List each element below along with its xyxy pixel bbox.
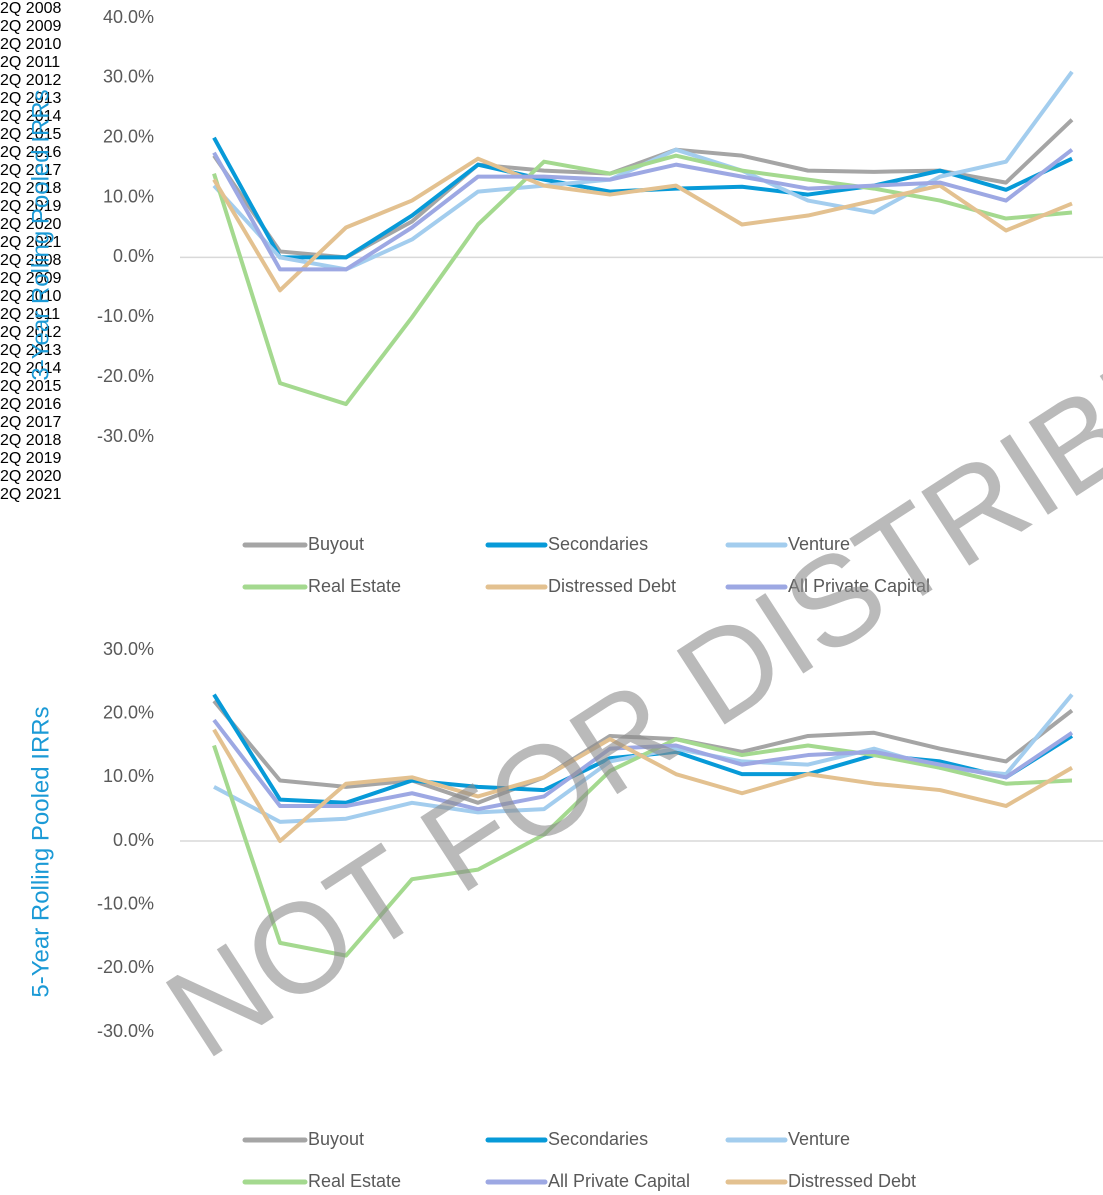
series-line — [212, 156, 1073, 293]
x-tick-label: 2Q 2009 — [0, 18, 62, 35]
x-tick-label: 2Q 2017 — [0, 414, 62, 431]
y-tick-label: 10.0% — [103, 766, 154, 786]
x-tick-label: 2Q 2011 — [0, 306, 61, 323]
y-tick-label: 40.0% — [103, 7, 154, 27]
legend-label: Real Estate — [308, 1171, 401, 1191]
x-tick-label: 2Q 2017 — [0, 162, 62, 179]
legend-label: Distressed Debt — [548, 576, 676, 596]
legend-label: Venture — [788, 534, 850, 554]
x-tick-label: 2Q 2010 — [0, 36, 62, 53]
legend-label: Buyout — [308, 1129, 364, 1149]
x-tick-label: 2Q 2013 — [0, 342, 62, 359]
x-tick-label: 2Q 2018 — [0, 180, 62, 197]
x-tick-label: 2Q 2013 — [0, 90, 62, 107]
x-tick-label: 2Q 2008 — [0, 252, 62, 269]
x-tick-label: 2Q 2020 — [0, 468, 62, 485]
x-tick-label: 2Q 2011 — [0, 54, 61, 71]
x-tick-label: 2Q 2014 — [0, 108, 62, 125]
legend-label: Venture — [788, 1129, 850, 1149]
y-tick-label: 30.0% — [103, 67, 154, 87]
y-tick-label: -10.0% — [97, 893, 154, 913]
legend-label: Distressed Debt — [788, 1171, 916, 1191]
legend-label: All Private Capital — [548, 1171, 690, 1191]
x-tick-label: 2Q 2015 — [0, 126, 62, 143]
x-tick-label: 2Q 2012 — [0, 324, 62, 341]
x-tick-label: 2Q 2019 — [0, 198, 62, 215]
x-tick-label: 2Q 2021 — [0, 486, 62, 503]
y-tick-label: 30.0% — [103, 639, 154, 659]
series-line — [212, 728, 1074, 843]
x-tick-label: 2Q 2008 — [0, 0, 62, 17]
legend-label: Buyout — [308, 534, 364, 554]
y-tick-label: -20.0% — [97, 366, 154, 386]
y-axis-title: 5-Year Rolling Pooled IRRs — [27, 706, 54, 997]
x-tick-label: 2Q 2019 — [0, 450, 62, 467]
x-tick-label: 2Q 2016 — [0, 144, 62, 161]
y-tick-label: -20.0% — [97, 957, 154, 977]
x-tick-label: 2Q 2021 — [0, 234, 62, 251]
series-line — [212, 148, 1074, 272]
y-tick-label: 20.0% — [103, 126, 154, 146]
y-tick-label: -30.0% — [97, 1021, 154, 1041]
x-tick-label: 2Q 2010 — [0, 288, 62, 305]
series-line — [212, 153, 1073, 407]
x-tick-label: 2Q 2014 — [0, 360, 62, 377]
y-tick-label: -30.0% — [97, 426, 154, 446]
series-line — [212, 718, 1074, 812]
series-line — [212, 136, 1073, 260]
y-tick-label: 0.0% — [113, 246, 154, 266]
x-tick-label: 2Q 2009 — [0, 270, 62, 287]
x-tick-label: 2Q 2018 — [0, 432, 62, 449]
series-line — [212, 737, 1073, 958]
x-tick-label: 2Q 2016 — [0, 396, 62, 413]
x-tick-label: 2Q 2015 — [0, 378, 62, 395]
series-line — [212, 699, 1074, 805]
y-axis-title: 3-Year Rolling Pooled IRRs — [27, 89, 54, 380]
x-tick-label: 2Q 2020 — [0, 216, 62, 233]
y-tick-label: 10.0% — [103, 186, 154, 206]
legend-label: All Private Capital — [788, 576, 930, 596]
legend-label: Real Estate — [308, 576, 401, 596]
legend-label: Secondaries — [548, 534, 648, 554]
x-tick-label: 2Q 2012 — [0, 72, 62, 89]
y-tick-label: 0.0% — [113, 830, 154, 850]
legend-label: Secondaries — [548, 1129, 648, 1149]
y-tick-label: -10.0% — [97, 306, 154, 326]
y-tick-label: 20.0% — [103, 702, 154, 722]
